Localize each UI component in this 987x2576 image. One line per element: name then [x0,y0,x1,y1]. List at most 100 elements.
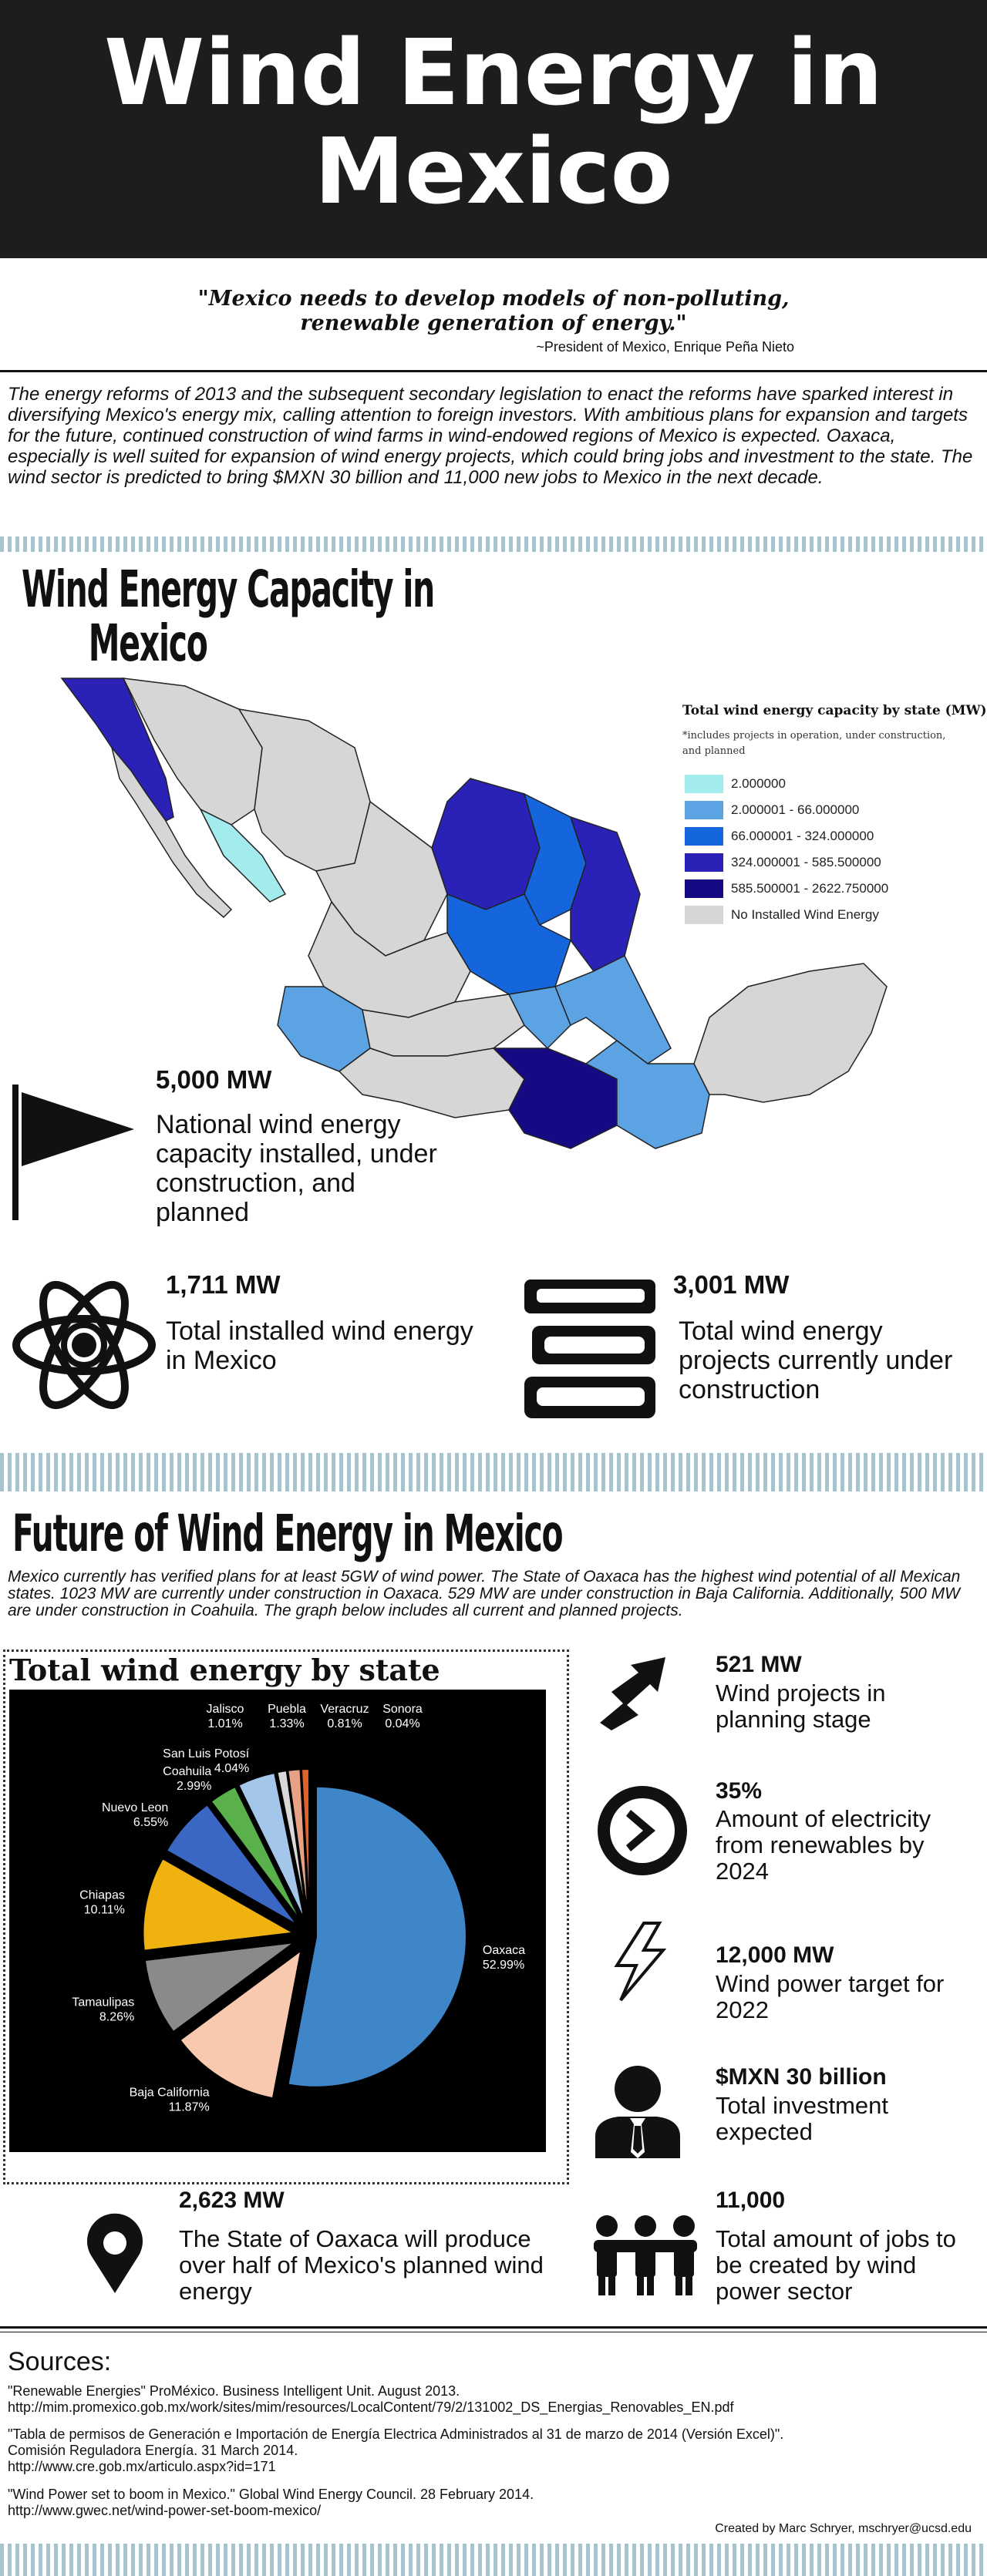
pie-slice-jalisco [276,1770,308,1920]
map-yucatan-peninsula [693,963,888,1103]
legend-swatch [685,801,723,819]
legend-swatch [685,879,723,898]
stat-number: 3,001 MW [673,1270,790,1299]
pie-label-name: Nuevo Leon [102,1801,168,1814]
pie-slice-chiapas [142,1857,296,1952]
legend-swatch [685,827,723,846]
future-title: Future of Wind Energy in Mexico [12,1504,564,1563]
future-paragraph: Mexico currently has verified plans for … [8,1568,961,1619]
map-oaxaca [492,1048,618,1149]
stripe-divider [0,2544,987,2576]
books-icon [524,1280,655,1418]
pie-label-name: Baja California [130,2086,210,2099]
divider [0,370,987,372]
pie-slice-baja-california [179,1949,302,2100]
pie-label-name: San Luis Potosí [163,1747,250,1760]
map-puebla [507,986,571,1050]
pie-label-value: 6.55% [133,1816,168,1829]
stat-number: 5,000 MW [156,1065,272,1094]
stripe-divider [0,536,987,552]
pie-label-name: Tamaulipas [72,1996,134,2009]
side-stat-text: Total investment expected [716,2092,888,2145]
legend-swatch [685,906,723,924]
capacity-title: Wind Energy Capacity in Mexico [22,560,435,673]
map-zacatecas [308,900,471,1018]
pie-label-value: 1.01% [207,1717,242,1730]
pie-label-value: 10.11% [84,1903,125,1916]
pie-slice-oaxaca [287,1785,467,2088]
stat-text: National wind energy capacity installed,… [156,1110,437,1227]
side-stat-number: $MXN 30 billion [716,2064,887,2090]
people-icon [594,2215,697,2295]
pie-slice-tamaulipas [143,1941,298,2033]
side-stat-text: Total amount of jobs to be created by wi… [716,2225,956,2305]
legend-item: 2.000001 - 66.000000 [685,801,859,819]
legend-title: Total wind energy capacity by state (MW) [682,703,987,718]
side-stat-text: Wind projects in planning stage [716,1680,886,1733]
map-coahuila [431,778,541,910]
legend-label: No Installed Wind Energy [731,907,879,922]
legend-note: *includes projects in operation, under c… [682,730,946,757]
legend-item: No Installed Wind Energy [685,906,879,924]
side-stat-text: Wind power target for 2022 [716,1970,945,2023]
next-circle-icon [598,1786,687,1875]
stripe-divider [0,1453,987,1491]
legend-item: 324.000001 - 585.500000 [685,853,881,872]
map-pin-icon [87,2213,143,2293]
side-stat-number: 35% [716,1778,763,1804]
divider [0,2326,987,2329]
capacity-title-line-1: Wind Energy Capacity in [22,560,435,619]
legend-label: 66.000001 - 324.000000 [731,829,874,843]
source-item: "Wind Power set to boom in Mexico." Glob… [8,2487,534,2518]
pie-label-name: Puebla [268,1703,306,1716]
atom-icon [12,1280,156,1410]
oaxaca-stat-number: 2,623 MW [179,2188,285,2213]
pie-label-name: Coahuila [163,1765,211,1778]
mexico-map [60,678,888,1149]
stat-number: 1,711 MW [166,1270,281,1299]
legend-swatch [685,775,723,793]
map-tamaulipas [569,816,641,972]
pie-label-value: 2.99% [177,1780,211,1793]
source-item: "Renewable Energies" ProMéxico. Business… [8,2383,734,2415]
side-stat-text: Amount of electricity from renewables by… [716,1805,931,1885]
legend-label: 2.000001 - 66.000000 [731,802,860,817]
pie-label-value: 0.04% [385,1717,419,1730]
intro-paragraph: The energy reforms of 2013 and the subse… [8,384,973,488]
quote-attribution: ~President of Mexico, Enrique Peña Nieto [536,339,794,355]
stat-text: Total installed wind energy in Mexico [166,1317,473,1375]
credit-text: Created by Marc Schryer, mschryer@ucsd.e… [715,2522,972,2535]
businessman-icon [595,2066,680,2158]
stat-text: Total wind energy projects currently und… [679,1317,953,1404]
quote-text: "Mexico needs to develop models of non-p… [197,287,790,335]
zigzag-arrow-icon [600,1657,665,1730]
chart-title: Total wind energy by state [9,1653,440,1687]
pie-label-value: 4.04% [214,1762,249,1775]
chart-frame [3,1650,569,2184]
pie-label-name: Jalisco [207,1703,244,1716]
pie-label-name: Oaxaca [483,1944,525,1957]
pie-slice-nuevo-leon [165,1803,298,1926]
pie-label-value: 52.99% [483,1959,524,1972]
pie-slice-puebla [287,1768,309,1920]
pie-label-name: Chiapas [79,1888,125,1902]
pie-label-name: Sonora [382,1703,423,1716]
source-item: "Tabla de permisos de Generación e Impor… [8,2426,784,2474]
pie-label-value: 11.87% [169,2100,210,2114]
side-stat-number: 11,000 [716,2188,786,2213]
side-stat-number: 521 MW [716,1652,802,1677]
title-line-2: Mexico [314,118,673,224]
capacity-title-line-2: Mexico [88,614,208,673]
pie-slice-san-luis-potos- [237,1771,305,1921]
legend-item: 585.500001 - 2622.750000 [685,879,888,898]
pie-slice-coahuila [210,1785,302,1922]
sources-title: Sources: [8,2347,112,2376]
legend-swatch [685,853,723,872]
pie-label-value: 8.26% [99,2010,134,2023]
pie-label-value: 0.81% [327,1717,362,1730]
pie-label-name: Veracruz [320,1703,369,1716]
header-banner [0,0,987,258]
legend-label: 585.500001 - 2622.750000 [731,881,889,896]
legend-label: 324.000001 - 585.500000 [731,855,881,869]
